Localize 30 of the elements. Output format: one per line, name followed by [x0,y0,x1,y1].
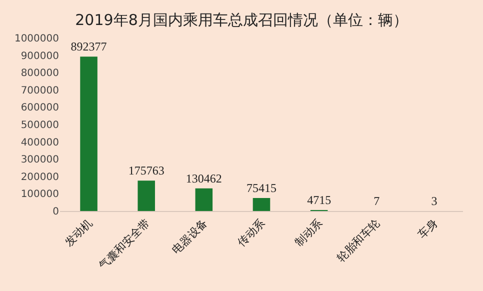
data-label: 4715 [307,193,332,207]
x-tick-label: 车身 [415,216,440,242]
bar [138,180,155,211]
x-tick-label: 气囊和安全带 [96,216,152,272]
chart-title: 2019年8月国内乘用车总成召回情况（单位：辆） [75,11,408,30]
y-tick-label: 300000 [20,154,59,166]
y-tick-label: 200000 [20,172,59,183]
data-label: 3 [431,194,438,208]
y-tick-label: 900000 [20,50,59,62]
y-tick-label: 800000 [20,68,59,80]
data-label: 175763 [128,164,164,178]
data-label: 7 [374,194,380,208]
y-tick-label: 0 [52,206,59,218]
y-tick-label: 600000 [20,102,59,114]
bar [80,56,98,211]
x-tick-label: 电器设备 [170,216,210,257]
y-tick-label: 1000000 [14,34,59,44]
data-label: 130462 [186,171,222,186]
bar [252,198,270,211]
bar [195,188,213,211]
y-tick-label: 400000 [20,137,59,148]
y-tick-label: 500000 [20,120,59,131]
data-label: 75415 [246,180,276,195]
data-label: 892377 [70,40,107,54]
x-tick-label: 发动机 [62,216,95,250]
y-tick-label: 700000 [20,85,59,96]
x-tick-label: 传动系 [234,216,268,250]
x-tick-label: 制动系 [292,216,326,250]
x-tick-label: 轮胎和车轮 [334,216,383,265]
y-tick-label: 100000 [20,189,59,200]
